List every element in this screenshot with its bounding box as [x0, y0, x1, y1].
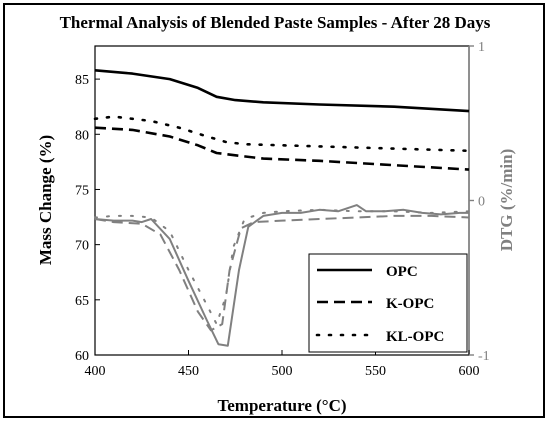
- mass-line-k-opc: [94, 126, 470, 171]
- y-axis-label: Mass Change (%): [36, 135, 55, 265]
- y-tick-label: 60: [75, 349, 89, 364]
- x-tick-label: 600: [459, 364, 480, 379]
- legend-label-k-opc: K-OPC: [386, 296, 434, 312]
- y-axis-right: -1 0 1: [469, 40, 490, 364]
- x-tick-label: 500: [272, 364, 293, 379]
- x-axis: 400 450 500 550 600: [85, 350, 480, 379]
- mass-line-kl-opc: [93, 115, 471, 153]
- y-tick-label: 70: [75, 239, 89, 254]
- x-tick-label: 550: [365, 364, 386, 379]
- dtg-line-opc: [94, 204, 469, 347]
- y-tick-label: 75: [75, 183, 89, 198]
- y-axis-left: 60 65 70 75 80 85: [75, 73, 100, 364]
- legend: OPC K-OPC KL-OPC: [308, 253, 468, 353]
- legend-label-opc: OPC: [386, 264, 418, 280]
- y-tick-label: 65: [75, 294, 89, 309]
- x-axis-label: Temperature (°C): [217, 396, 346, 415]
- chart-title: Thermal Analysis of Blended Paste Sample…: [60, 13, 491, 32]
- y-tick-label: 80: [75, 128, 89, 143]
- series-layer: [93, 69, 471, 347]
- y2-tick-label: 0: [478, 195, 485, 210]
- y2-tick-label: 1: [478, 40, 485, 55]
- y2-axis-label: DTG (%/min): [497, 149, 516, 251]
- y2-tick-label: -1: [478, 349, 490, 364]
- x-tick-label: 400: [85, 364, 106, 379]
- legend-label-kl-opc: KL-OPC: [386, 329, 444, 345]
- x-tick-label: 450: [178, 364, 199, 379]
- y-tick-label: 85: [75, 73, 89, 88]
- mass-line-opc: [94, 69, 470, 113]
